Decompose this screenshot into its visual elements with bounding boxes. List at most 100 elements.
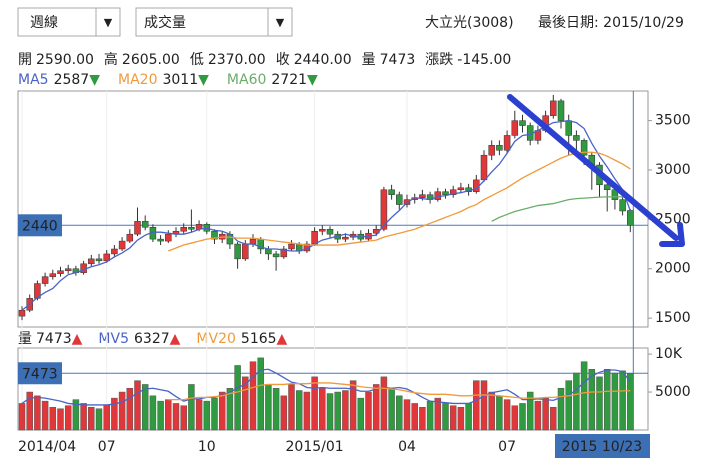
- candle-body: [49, 273, 57, 277]
- volume-bar: [303, 391, 311, 431]
- volume-bar: [334, 391, 341, 431]
- value-box-label: 7473: [22, 366, 58, 382]
- price-panel: [17, 90, 649, 328]
- volume-bar: [249, 361, 257, 431]
- candle-body: [272, 253, 280, 258]
- y-tick-label: 3000: [655, 162, 691, 178]
- ma-legend: MA5 2587▼ MA20 3011▼ MA60 2721▼: [18, 72, 318, 88]
- legend-name: 量: [18, 331, 32, 347]
- legend-value: 6327: [134, 331, 170, 347]
- volume-bar: [265, 384, 272, 431]
- volume-bar: [603, 369, 611, 431]
- candle-body: [157, 238, 164, 242]
- legend-value: 2721: [271, 72, 307, 88]
- candle-body: [511, 120, 519, 136]
- ma-line: [168, 382, 631, 401]
- candle-body: [457, 187, 465, 190]
- volume-bar: [149, 395, 157, 431]
- candle-body: [496, 145, 503, 151]
- volume-bar: [57, 408, 64, 431]
- volume-bar: [573, 372, 580, 431]
- volume-bar: [565, 380, 572, 431]
- volume-bar: [380, 376, 388, 431]
- v-tick-label: 10K: [655, 346, 683, 362]
- volume-bar: [503, 399, 511, 431]
- quote-label: 漲跌: [425, 52, 453, 68]
- volume-bar: [342, 390, 349, 431]
- x-tick-label: 2014/04: [18, 439, 76, 455]
- v-tick-label: 5000: [655, 384, 691, 400]
- volume-bar: [365, 391, 372, 431]
- quote-value: 2590.00: [36, 52, 94, 68]
- candle-body: [342, 236, 349, 240]
- plot-layer: MA5 2587▼ MA20 3011▼ MA60 2721▼ 量 7473 ▲ MV5 6327 ▲…: [18, 72, 691, 458]
- volume-bar: [611, 372, 619, 431]
- x-tick-label: 2015/01: [286, 439, 344, 455]
- dropdown-arrow[interactable]: ▼: [104, 16, 113, 29]
- quote-value: 2440.00: [294, 52, 352, 68]
- dropdown-arrow[interactable]: ▼: [276, 16, 285, 29]
- trend-arrow: [507, 94, 679, 241]
- candle-body: [118, 240, 126, 250]
- y-tick-label: 3500: [655, 113, 691, 129]
- x-tick-label: 07: [498, 439, 516, 455]
- volume-bar: [526, 391, 534, 431]
- candle-body: [242, 243, 249, 260]
- volume-bar: [18, 403, 26, 431]
- candle-body: [234, 243, 241, 260]
- indicator-select[interactable]: [135, 7, 293, 37]
- volume-bar: [465, 403, 472, 431]
- candle-body: [388, 189, 395, 195]
- volume-bar: [480, 380, 488, 431]
- candle-body: [442, 191, 449, 195]
- candle-body: [319, 228, 326, 232]
- candle-body: [449, 189, 457, 195]
- volume-bar: [49, 406, 57, 431]
- trend-arrow-head: [659, 222, 685, 247]
- volume-bar: [372, 384, 380, 431]
- quote-value: -145.00: [457, 52, 511, 68]
- cursor-box: [555, 434, 650, 458]
- quote-value: 7473: [380, 52, 416, 68]
- candle-body: [380, 189, 388, 230]
- candle-body: [488, 145, 495, 156]
- candle-body: [627, 210, 634, 226]
- candle-body: [95, 258, 103, 262]
- volume-bar: [72, 399, 80, 431]
- volume-bar: [118, 391, 126, 431]
- volume-bar: [473, 380, 480, 431]
- ma-line: [21, 368, 631, 406]
- volume-bar: [550, 406, 557, 431]
- candle-body: [326, 228, 334, 235]
- candle-body: [565, 120, 572, 136]
- ma-line: [21, 119, 631, 311]
- volume-bar: [234, 365, 241, 431]
- period-select[interactable]: [17, 7, 121, 37]
- candle-body: [211, 230, 218, 240]
- candle-body: [41, 276, 49, 284]
- legend-name: MV5: [98, 331, 129, 347]
- volume-bar: [357, 397, 365, 431]
- volume-bar: [157, 400, 164, 431]
- volume-bar: [542, 397, 549, 431]
- candle-body: [18, 309, 26, 317]
- volume-bar: [272, 387, 280, 431]
- volume-bar: [449, 405, 457, 431]
- volume-bar: [180, 405, 187, 431]
- legend-trend: ▲: [72, 331, 83, 347]
- volume-bar: [34, 395, 41, 431]
- volume-bar: [434, 397, 442, 431]
- volume-bar: [103, 404, 110, 431]
- volume-bar: [288, 384, 295, 431]
- legend-name: MA20: [118, 72, 157, 88]
- candle-body: [188, 227, 195, 230]
- last-date: 最後日期: 2015/10/29: [538, 15, 684, 31]
- candle-body: [419, 194, 426, 198]
- volume-bar: [218, 391, 226, 431]
- legend-trend: ▲: [277, 331, 288, 347]
- volume-bar: [580, 361, 588, 431]
- volume-bar: [488, 391, 495, 431]
- volume-bar: [141, 384, 149, 431]
- volume-bar: [596, 376, 603, 431]
- volume-bar: [396, 395, 403, 431]
